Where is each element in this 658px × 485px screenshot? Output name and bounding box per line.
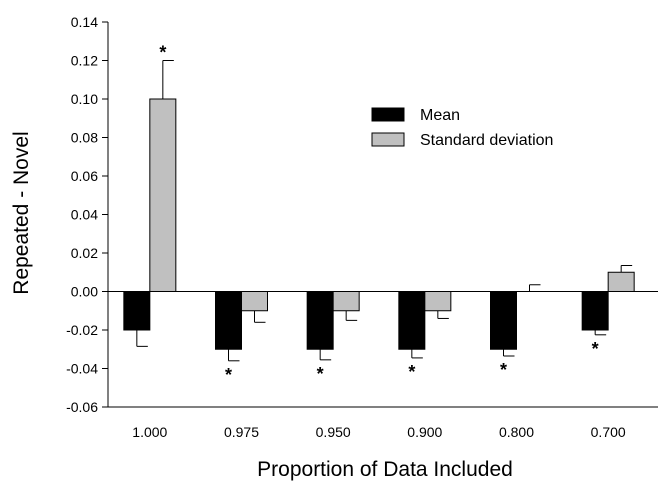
x-tick-label: 0.900: [407, 424, 442, 440]
bar-sd-2: [332, 291, 360, 312]
legend-label-mean: Mean: [420, 107, 460, 124]
significance-star-mean-4: *: [500, 360, 507, 380]
y-tick-label: -0.06: [66, 399, 98, 415]
y-tick-label: 0.14: [71, 14, 98, 30]
chart-legend: Mean Standard deviation: [371, 107, 553, 149]
bar-sd-3: [424, 291, 452, 312]
bar-sd-1: [241, 291, 268, 312]
bar-mean-1: [215, 291, 242, 350]
significance-star-mean-1: *: [225, 365, 232, 385]
legend-swatch-mean: [371, 107, 405, 122]
y-tick-label: 0.06: [71, 168, 98, 184]
y-tick-label: 0.00: [71, 284, 98, 300]
y-tick-label: -0.02: [66, 322, 98, 338]
x-tick-label: 0.950: [316, 424, 351, 440]
x-axis-title: Proportion of Data Included: [257, 458, 513, 481]
bar-mean-3: [398, 291, 426, 350]
x-tick-label: 0.975: [224, 424, 259, 440]
y-tick-label: 0.04: [71, 207, 98, 223]
y-tick-label: 0.12: [71, 53, 98, 69]
y-axis-title: Repeated - Novel: [10, 131, 33, 294]
significance-star-sd-0: *: [159, 43, 166, 63]
legend-label-standard-deviation: Standard deviation: [420, 132, 553, 149]
y-tick-label: 0.02: [71, 245, 98, 261]
significance-star-mean-2: *: [317, 364, 324, 384]
x-tick-label: 0.800: [499, 424, 534, 440]
bar-mean-2: [306, 291, 334, 350]
chart-axes: -0.06 -0.04 -0.02 0.00 0.02 0.04 0.06 0.08 0.10 0…: [66, 14, 658, 440]
x-tick-label: 0.700: [591, 424, 626, 440]
bar-mean-0: [123, 291, 151, 331]
bar-sd-5: [607, 271, 635, 292]
significance-star-mean-5: *: [592, 339, 599, 359]
bar-sd-0: [149, 98, 177, 292]
significance-star-mean-3: *: [408, 362, 415, 382]
chart-bars: [123, 98, 635, 350]
bar-mean-4: [490, 291, 517, 350]
bar-mean-5: [581, 291, 609, 331]
y-tick-label: 0.08: [71, 130, 98, 146]
legend-swatch-standard-deviation: [371, 132, 405, 147]
y-tick-label: -0.04: [66, 361, 98, 377]
y-tick-label: 0.10: [71, 91, 98, 107]
chart-error-bars: [136, 60, 633, 362]
chart-significance-markers: * * * * * *: [159, 43, 598, 385]
x-tick-label: 1.000: [132, 424, 167, 440]
